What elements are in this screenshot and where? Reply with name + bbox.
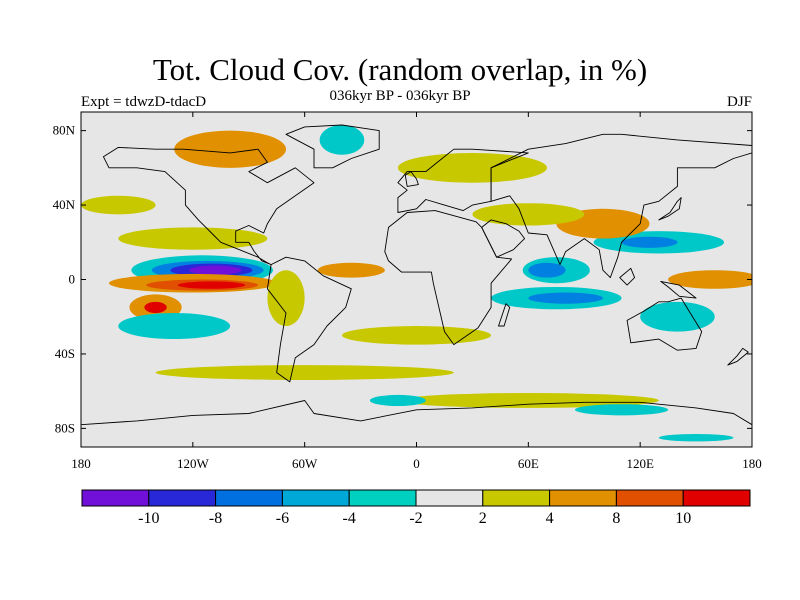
anomaly-patch <box>81 195 156 215</box>
anomaly-patch <box>621 236 678 248</box>
plot-subtitle: 036kyr BP - 036kyr BP <box>329 88 471 104</box>
coastline-antarctica <box>81 400 752 447</box>
colorbar-swatch <box>148 489 217 507</box>
coastlines <box>81 124 752 447</box>
colorbar-swatch <box>281 489 350 507</box>
anomaly-patch <box>528 292 603 304</box>
anomaly-patch <box>317 262 385 278</box>
experiment-label: Expt = tdwzD-tdacD <box>81 94 207 110</box>
anomaly-patch <box>174 130 287 168</box>
colorbar-label: -10 <box>138 510 159 527</box>
anomaly-patch <box>574 404 669 416</box>
coastline-arabia <box>481 219 526 258</box>
colorbar-label: 2 <box>479 510 487 527</box>
colorbar-label: 10 <box>675 510 691 527</box>
anomaly-patch <box>528 262 566 278</box>
lat-tick-label: 40S <box>55 346 75 361</box>
coastline-japan <box>658 197 682 221</box>
lon-tick-label: 180 <box>71 456 91 471</box>
lon-tick-label: 120E <box>626 456 654 471</box>
lat-tick-label: 0 <box>69 272 76 287</box>
colorbar-swatch <box>549 489 617 507</box>
anomaly-patch <box>118 313 231 340</box>
colorbar-swatch <box>482 489 551 507</box>
coastline-new-zealand <box>727 347 749 366</box>
anomaly-patch <box>144 301 167 313</box>
colorbar-label: -8 <box>209 510 222 527</box>
colorbar-swatch <box>415 489 484 507</box>
coastline-north-america <box>102 146 315 266</box>
anomaly-patch <box>397 393 659 408</box>
plot-title: Tot. Cloud Cov. (random overlap, in %) <box>152 52 648 87</box>
colorbar-label: -4 <box>343 510 356 527</box>
lat-tick-label: 40N <box>53 197 76 212</box>
colorbar-label: 4 <box>546 510 554 527</box>
lon-tick-label: 180 <box>742 456 762 471</box>
coastline-madagascar <box>498 303 511 327</box>
coastline-uk <box>404 171 419 187</box>
lon-tick-label: 0 <box>413 456 420 471</box>
anomaly-patch <box>640 301 715 332</box>
colorbar-swatch <box>215 489 283 507</box>
anomaly-patch <box>341 326 492 345</box>
colorbar-label: 8 <box>612 510 620 527</box>
colorbar: -10 -8 -6 -4 -2 2 4 8 10 <box>81 489 751 527</box>
anomaly-patch <box>668 270 752 289</box>
anomaly-patch <box>369 394 426 407</box>
anomaly-patch <box>319 125 365 155</box>
coastline-greenland <box>285 124 380 169</box>
coastline-australia <box>626 297 703 351</box>
coastline-africa <box>384 210 513 346</box>
coastline-borneo <box>619 267 636 286</box>
coastline-europe <box>397 148 529 213</box>
lon-tick-label: 60W <box>292 456 318 471</box>
anomaly-field <box>81 125 752 442</box>
lon-tick-label: 60E <box>518 456 539 471</box>
lon-tick-label: 120W <box>177 456 210 471</box>
map-axes: 80N 40N 0 40S 80S 180 120W 60W 0 60E 120E 180 <box>53 112 762 471</box>
anomaly-patch <box>472 203 585 226</box>
anomaly-patch <box>118 227 268 250</box>
colorbar-label: -2 <box>409 510 422 527</box>
coastline-new-guinea <box>660 280 697 299</box>
colorbar-swatch <box>348 489 417 507</box>
anomaly-patch <box>155 365 454 380</box>
anomaly-patch <box>177 281 246 289</box>
coastline-south-america <box>266 256 352 383</box>
colorbar-swatch <box>682 489 751 507</box>
lat-tick-label: 80N <box>53 123 76 138</box>
coastline-asia <box>490 133 752 279</box>
season-label: DJF <box>726 94 752 110</box>
lat-tick-label: 80S <box>55 420 75 435</box>
anomaly-patch <box>189 265 242 275</box>
colorbar-swatch <box>615 489 684 507</box>
anomaly-patch <box>397 152 547 183</box>
anomaly-patch <box>658 433 734 442</box>
anomaly-patch <box>267 270 305 327</box>
colorbar-swatch <box>81 489 150 507</box>
colorbar-label: -6 <box>276 510 289 527</box>
